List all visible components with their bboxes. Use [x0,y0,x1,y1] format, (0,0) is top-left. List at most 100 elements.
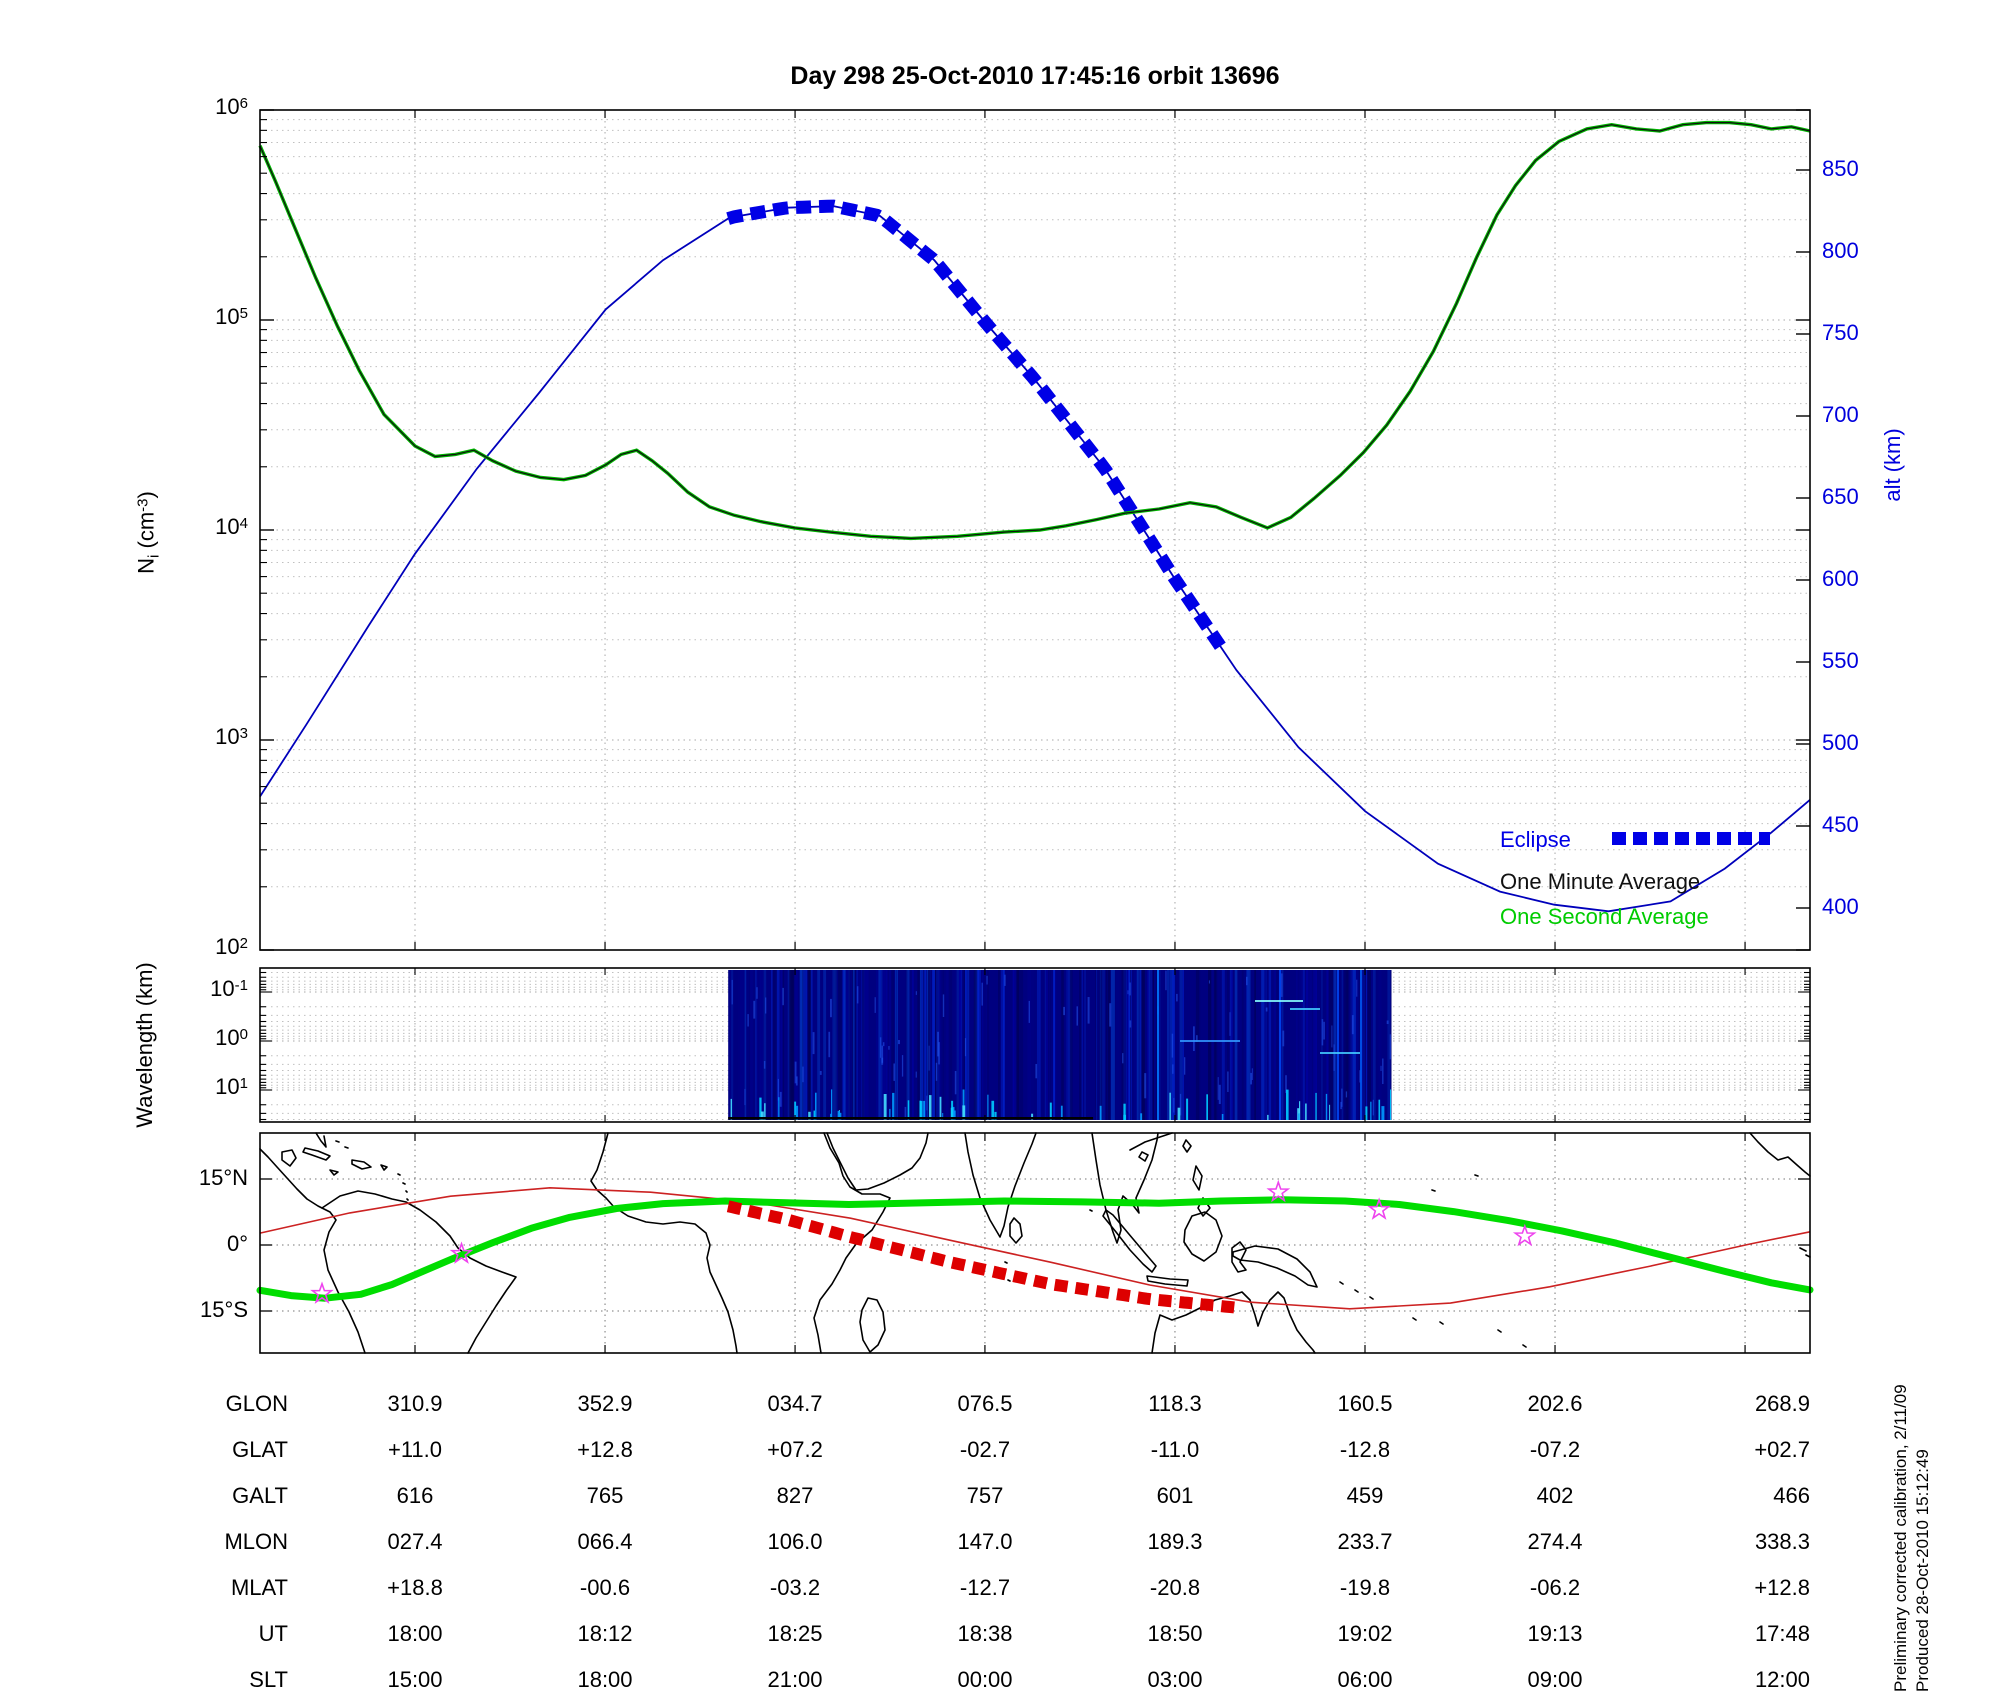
wavelength-tick-label: 101 [215,1074,248,1099]
map-lat-label: 15°S [200,1297,248,1322]
table-cell: 027.4 [387,1529,443,1554]
table-cell: 274.4 [1527,1529,1583,1554]
coast-indian-ocean-islands [1004,1209,1093,1282]
table-row-label: SLT [249,1667,288,1692]
eclipse-entry-star [310,1281,334,1304]
alt-tick-label: 650 [1822,484,1859,509]
table-cell: 06:00 [1337,1667,1393,1692]
table-cell: +07.2 [767,1437,823,1462]
table-cell: 17:48 [1754,1621,1810,1646]
density-tick-label: 104 [215,514,248,539]
page-title: Day 298 25-Oct-2010 17:45:16 orbit 13696 [790,62,1280,90]
table-cell: 18:00 [387,1621,443,1646]
alt-tick-label: 750 [1822,320,1859,345]
wavelength-tick-label: 100 [215,1025,248,1050]
wavelength-tick-label: 10-1 [210,976,248,1001]
legend-one-minute-label: One Minute Average [1500,869,1701,894]
table-cell: 160.5 [1337,1391,1393,1416]
table-cell: +18.8 [387,1575,443,1600]
eclipse-entry-star [1367,1197,1391,1220]
alt-tick-label: 400 [1822,894,1859,919]
table-cell: -00.6 [579,1575,631,1600]
coast-philippines [1192,1165,1211,1217]
table-cell: 466 [1773,1483,1810,1508]
table-cell: 147.0 [957,1529,1013,1554]
density-tick-label: 106 [215,94,248,119]
coast-sri-lanka [1009,1217,1023,1244]
coast-south-china [1129,1132,1173,1151]
table-cell: 338.3 [1754,1529,1810,1554]
coast-south-america-west [321,1207,366,1354]
density-tick-label: 105 [215,304,248,329]
density-tick-label: 103 [215,724,248,749]
table-cell: 310.9 [387,1391,443,1416]
density-panel-curves [258,120,1811,913]
coast-central-america [259,1148,517,1354]
density-tick-label: 102 [215,934,248,959]
coast-puerto-rico [380,1164,388,1171]
table-cell: -06.2 [1529,1575,1581,1600]
table-cell: 09:00 [1527,1667,1583,1692]
eclipse-entry-star [449,1241,474,1264]
table-cell: +12.8 [1754,1575,1810,1600]
table-row-label: MLAT [230,1575,288,1600]
table-cell: 189.3 [1147,1529,1203,1554]
table-cell: -03.2 [769,1575,821,1600]
table-cell: 765 [586,1483,624,1508]
coast-java [1146,1275,1189,1287]
table-cell: 18:38 [957,1621,1013,1646]
coast-sumatra [1102,1209,1157,1273]
table-row-label: GALT [232,1483,288,1508]
table-cell: +12.8 [577,1437,633,1462]
table-cell: 19:02 [1337,1621,1393,1646]
table-cell: 076.5 [957,1391,1013,1416]
coast-australia [1151,1291,1316,1354]
map-panel-grid [260,1133,1810,1353]
table-cell: 268.9 [1754,1391,1810,1416]
table-cell: 18:50 [1147,1621,1203,1646]
wavelength-axis-label: Wavelength (km) [132,962,157,1128]
table-cell: +02.7 [1754,1437,1810,1462]
panel-frames [259,109,1811,1354]
alt-tick-label: 600 [1822,566,1859,591]
axis-ticks [260,109,1810,1353]
alt-tick-label: 500 [1822,730,1859,755]
table-cell: 19:13 [1527,1621,1583,1646]
table-row-label: MLON [224,1529,288,1554]
table-cell: -12.7 [959,1575,1011,1600]
coast-new-guinea [1232,1245,1318,1288]
table-row-label: UT [258,1621,288,1646]
legend-eclipse-label: Eclipse [1500,827,1571,852]
coast-sulawesi [1231,1241,1247,1273]
table-cell: 21:00 [767,1667,823,1692]
coast-antilles [335,1140,409,1201]
table-cell: 00:00 [957,1667,1013,1692]
table-cell: 601 [1156,1483,1194,1508]
table-cell: 118.3 [1148,1391,1202,1416]
alt-tick-label: 700 [1822,402,1859,427]
coast-florida [315,1132,327,1148]
table-cell: 18:00 [577,1667,633,1692]
coast-taiwan [1182,1139,1192,1153]
table-cell: 757 [966,1483,1004,1508]
coast-africa-west [590,1132,738,1354]
table-cell: -19.8 [1339,1575,1391,1600]
coast-indochina [1091,1132,1159,1244]
calibration-note: Preliminary corrected calibration, 2/11/… [1891,1384,1910,1692]
table-cell: 402 [1536,1483,1574,1508]
table-cell: 202.6 [1527,1391,1583,1416]
table-cell: 233.7 [1337,1529,1393,1554]
alt-tick-label: 550 [1822,648,1859,673]
eclipse-entry-star [1266,1179,1291,1203]
side-annotations: Preliminary corrected calibration, 2/11/… [1890,1384,1934,1692]
table-cell: 18:25 [767,1621,823,1646]
table-cell: 03:00 [1147,1667,1203,1692]
coast-india [964,1132,1037,1238]
map-lat-label: 15°N [198,1165,248,1190]
eclipse-entry-star [1512,1223,1537,1247]
table-cell: -20.8 [1149,1575,1201,1600]
alt-tick-label: 450 [1822,812,1859,837]
table-cell: -11.0 [1150,1437,1200,1462]
table-cell: 352.9 [577,1391,633,1416]
